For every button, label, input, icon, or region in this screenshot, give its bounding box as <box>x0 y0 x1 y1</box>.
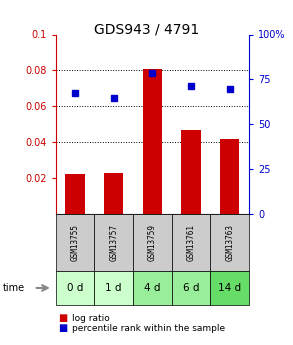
Bar <box>104 172 123 214</box>
Text: GSM13757: GSM13757 <box>109 224 118 261</box>
Text: 0 d: 0 d <box>67 283 83 293</box>
Text: 4 d: 4 d <box>144 283 161 293</box>
Text: 6 d: 6 d <box>183 283 199 293</box>
Bar <box>181 130 201 214</box>
Text: GSM13759: GSM13759 <box>148 224 157 261</box>
Bar <box>220 139 239 214</box>
Text: time: time <box>3 283 25 293</box>
Text: 1 d: 1 d <box>105 283 122 293</box>
Text: GSM13763: GSM13763 <box>225 224 234 261</box>
Bar <box>143 69 162 214</box>
Text: percentile rank within the sample: percentile rank within the sample <box>72 324 225 333</box>
Text: GSM13755: GSM13755 <box>71 224 79 261</box>
Text: GDS943 / 4791: GDS943 / 4791 <box>94 22 199 37</box>
Text: log ratio: log ratio <box>72 314 110 323</box>
Bar <box>65 175 85 214</box>
Text: 14 d: 14 d <box>218 283 241 293</box>
Text: GSM13761: GSM13761 <box>187 224 195 261</box>
Text: ■: ■ <box>59 313 68 323</box>
Text: ■: ■ <box>59 324 68 333</box>
